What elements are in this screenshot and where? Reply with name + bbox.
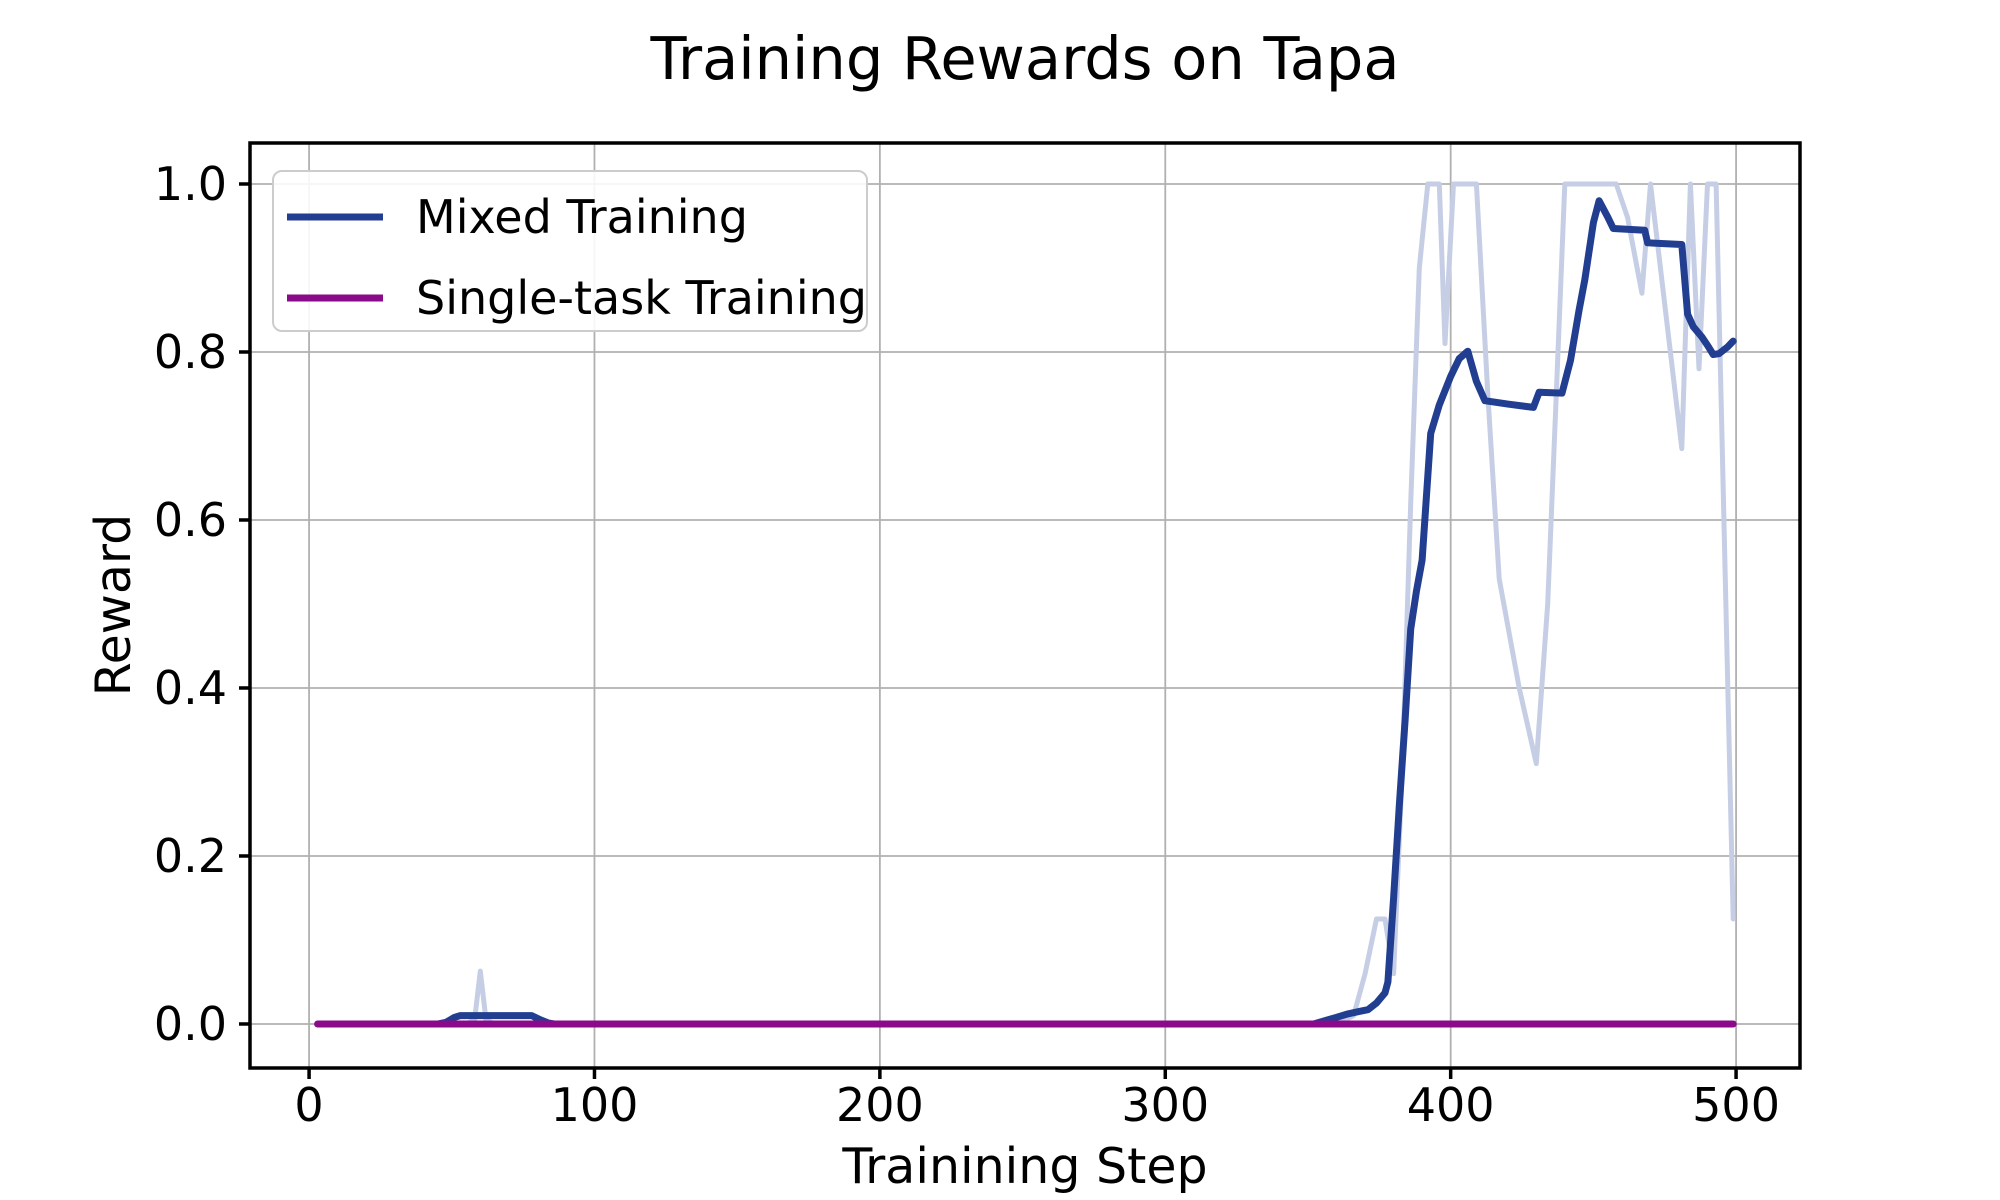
legend-label-mixed-training: Mixed Training: [416, 190, 748, 244]
y-tick-label: 1.0: [154, 157, 227, 211]
y-tick-label: 0.6: [154, 493, 227, 547]
y-tick-label: 0.0: [154, 997, 227, 1051]
x-tick-label: 300: [1121, 1078, 1209, 1132]
axis-ticks: 0 100 200 300 400 500 0.0 0.2 0.4 0.6 0.8 1.0: [154, 157, 1780, 1132]
x-tick-label: 500: [1692, 1078, 1780, 1132]
legend-label-single-task-training: Single-task Training: [416, 271, 867, 325]
legend-frame: [272, 170, 868, 332]
y-tick-label: 0.4: [154, 661, 227, 715]
y-tick-label: 0.8: [154, 325, 227, 379]
y-axis-label: Reward: [85, 514, 142, 696]
x-tick-label: 400: [1407, 1078, 1495, 1132]
x-axis-label: Trainining Step: [841, 1138, 1207, 1195]
x-tick-label: 0: [294, 1078, 323, 1132]
x-tick-label: 100: [551, 1078, 639, 1132]
plot-area-border: [248, 141, 1802, 1070]
x-tick-label: 200: [836, 1078, 924, 1132]
chart-title: Training Rewards on Tapa: [649, 24, 1399, 93]
legend: Mixed Training Single-task Training: [272, 170, 868, 332]
y-tick-label: 0.2: [154, 829, 227, 883]
series-lines: [314, 181, 1737, 1028]
